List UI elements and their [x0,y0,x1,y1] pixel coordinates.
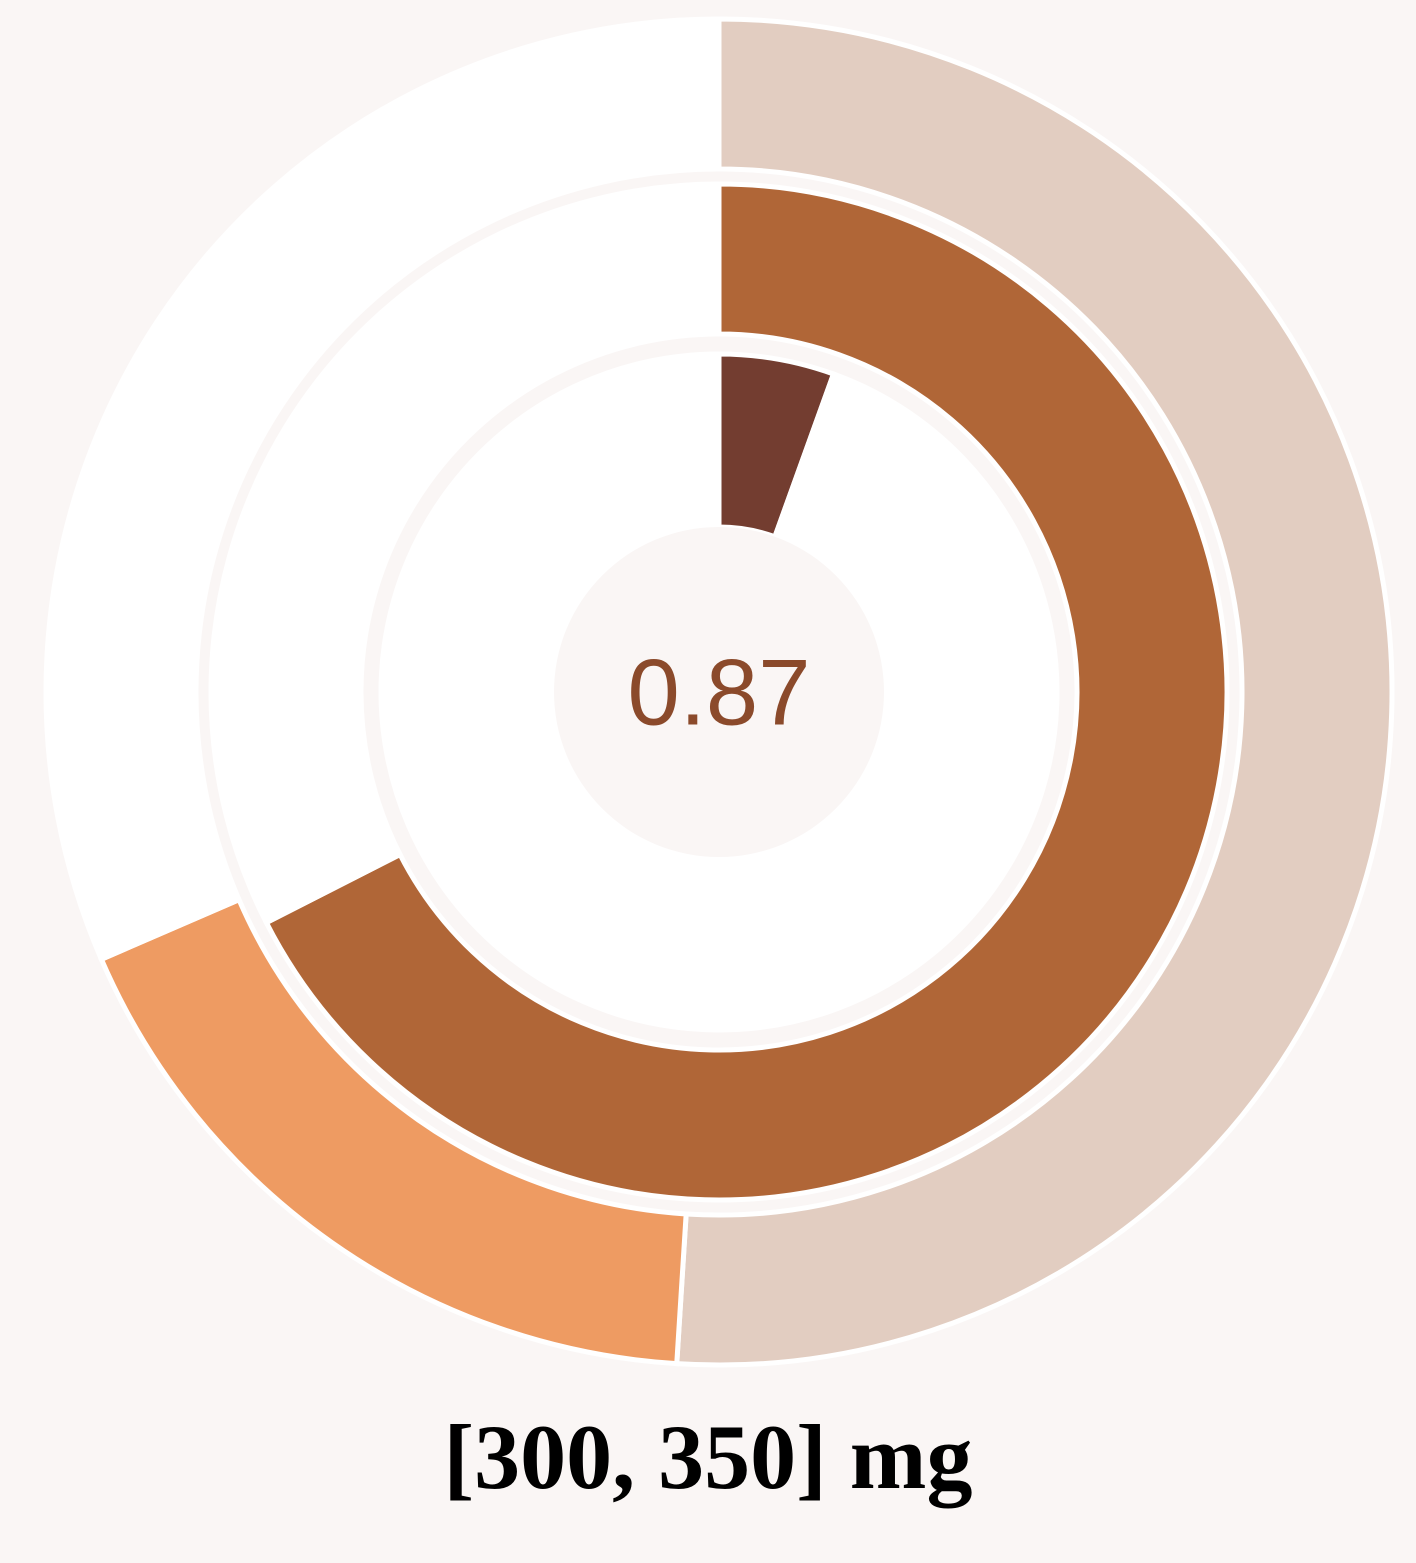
middle-ring-segment-2 [208,181,722,926]
chart-label: [300, 350] mg [443,1406,973,1508]
middle-ring-segment-1 [263,181,1230,1203]
outer-ring-segment-1 [674,16,1395,1368]
center-value: 0.87 [628,640,811,745]
rings-group [43,16,1395,1368]
center-disc [554,527,884,857]
outer-ring-segment-3 [43,16,722,963]
radial-progress-chart: 0.87 [43,16,1395,1368]
